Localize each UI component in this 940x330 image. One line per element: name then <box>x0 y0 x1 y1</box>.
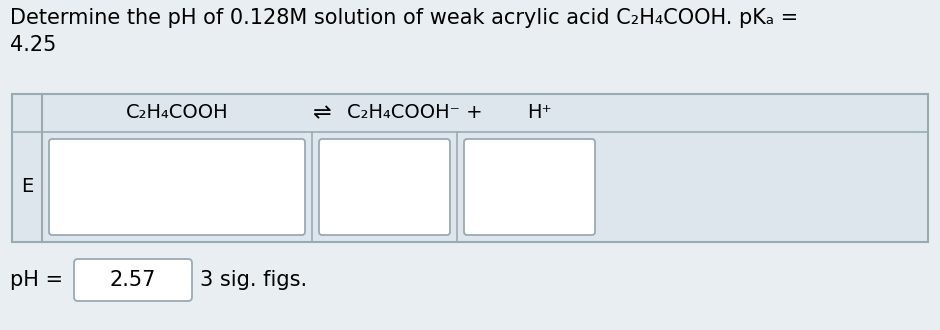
FancyBboxPatch shape <box>464 139 595 235</box>
FancyBboxPatch shape <box>49 139 305 235</box>
FancyBboxPatch shape <box>319 139 450 235</box>
Text: pH =: pH = <box>10 270 63 290</box>
Text: 2.57: 2.57 <box>110 270 156 290</box>
Text: 3 sig. figs.: 3 sig. figs. <box>200 270 307 290</box>
Text: ⇌: ⇌ <box>313 103 331 123</box>
Text: 4.25: 4.25 <box>10 35 56 55</box>
Text: E: E <box>21 178 33 196</box>
Text: H⁺: H⁺ <box>527 104 552 122</box>
Text: C₂H₄COOH: C₂H₄COOH <box>126 104 228 122</box>
FancyBboxPatch shape <box>12 94 928 242</box>
Text: C₂H₄COOH⁻ +: C₂H₄COOH⁻ + <box>347 104 482 122</box>
FancyBboxPatch shape <box>74 259 192 301</box>
Text: Determine the pH of 0.128M solution of weak acrylic acid C₂H₄COOH. pKₐ =: Determine the pH of 0.128M solution of w… <box>10 8 798 28</box>
